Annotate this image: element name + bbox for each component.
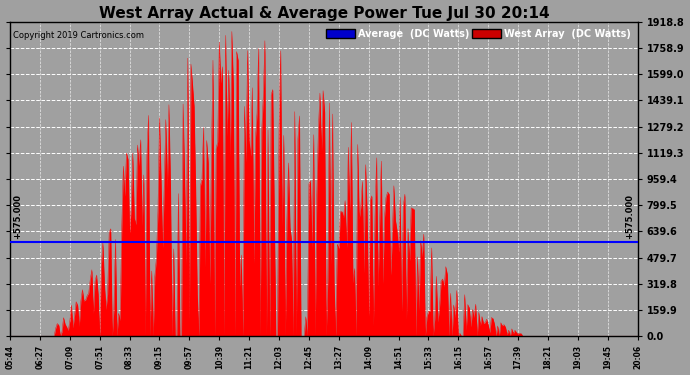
Legend: Average  (DC Watts), West Array  (DC Watts): Average (DC Watts), West Array (DC Watts… — [324, 27, 633, 41]
Text: +575.000: +575.000 — [626, 194, 635, 238]
Text: Copyright 2019 Cartronics.com: Copyright 2019 Cartronics.com — [13, 31, 144, 40]
Title: West Array Actual & Average Power Tue Jul 30 20:14: West Array Actual & Average Power Tue Ju… — [99, 6, 549, 21]
Text: +575.000: +575.000 — [13, 194, 22, 238]
